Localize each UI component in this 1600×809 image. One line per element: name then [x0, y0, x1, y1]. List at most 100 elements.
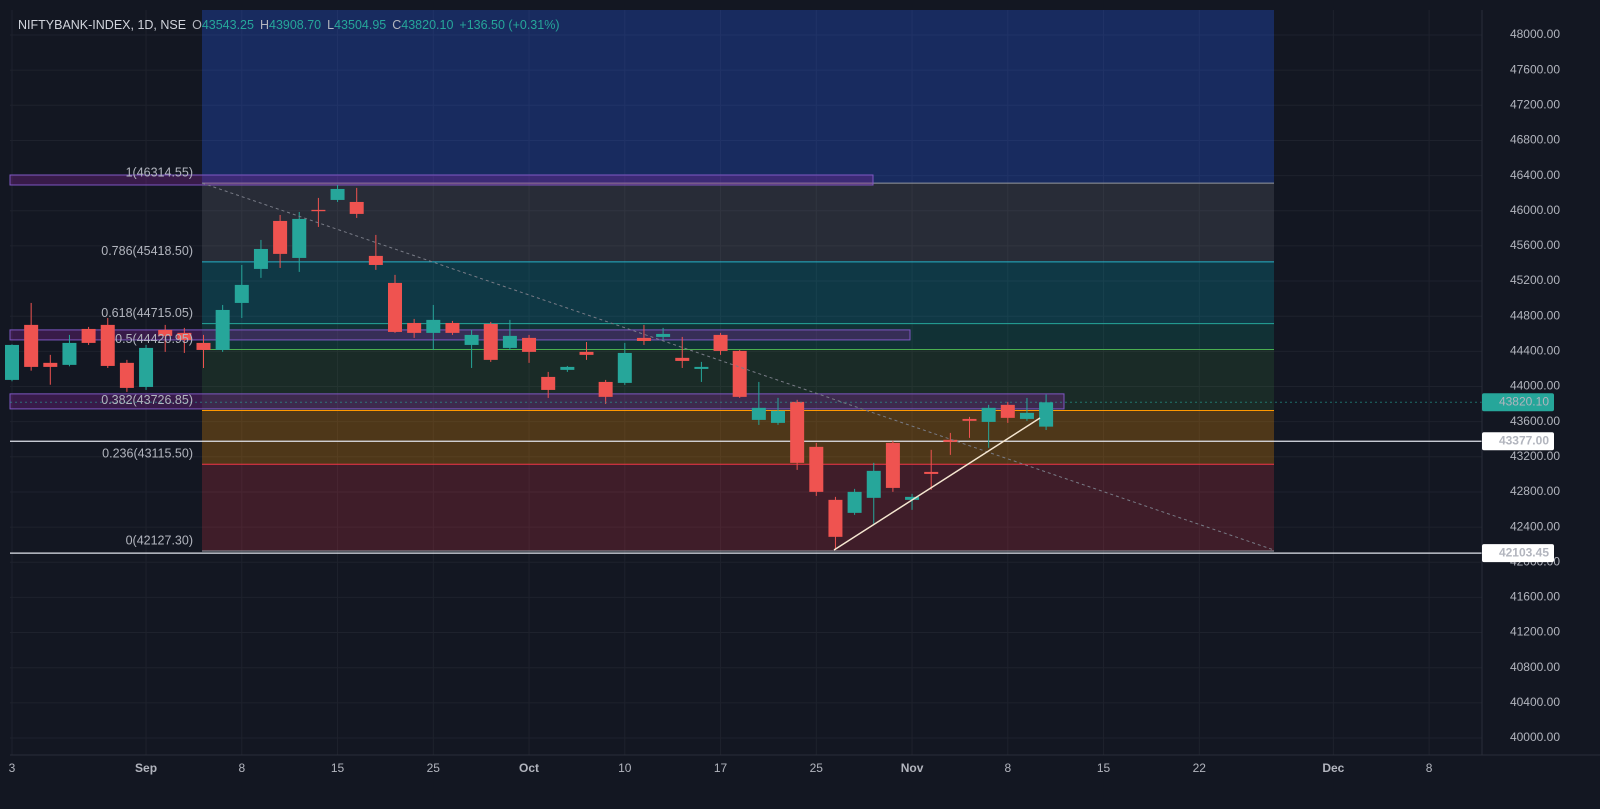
x-tick-label: Nov — [901, 761, 924, 775]
x-tick-label: 3 — [9, 761, 16, 775]
x-tick-label: 8 — [1004, 761, 1011, 775]
legend-key: O — [192, 18, 202, 32]
candle-body — [885, 442, 900, 488]
candle-body — [962, 418, 977, 421]
candle-body — [62, 342, 77, 365]
candle-body — [943, 439, 958, 442]
candle-body — [617, 352, 632, 383]
candle-body — [847, 491, 862, 513]
candle-body — [598, 381, 613, 397]
zone-box — [9, 174, 874, 186]
candle-body — [828, 499, 843, 537]
price-label: 42103.45 — [1499, 545, 1549, 559]
candle-body — [1039, 402, 1054, 427]
fib-label: 0.786(45418.50) — [101, 244, 193, 258]
y-tick-label: 47600.00 — [1510, 62, 1560, 76]
candle-body — [751, 407, 766, 420]
y-tick-label: 45200.00 — [1510, 273, 1560, 287]
candle-body — [100, 324, 115, 366]
y-tick-label: 40800.00 — [1510, 660, 1560, 674]
candle-body — [560, 366, 575, 370]
y-tick-label: 46000.00 — [1510, 203, 1560, 217]
fib-label: 1(46314.55) — [126, 165, 193, 179]
candle-body — [502, 335, 517, 348]
y-tick-label: 46400.00 — [1510, 168, 1560, 182]
candle-body — [349, 201, 364, 214]
candle-body — [119, 362, 134, 388]
x-tick-label: 25 — [810, 761, 824, 775]
fib-label: 0(42127.30) — [126, 533, 193, 547]
candle-body — [43, 362, 58, 367]
candle-body — [1000, 404, 1015, 418]
candle-body — [675, 357, 690, 361]
fib-label: 0.618(44715.05) — [101, 306, 193, 320]
y-tick-label: 44400.00 — [1510, 344, 1560, 358]
x-tick-label: 17 — [714, 761, 728, 775]
x-tick-label: Dec — [1322, 761, 1344, 775]
price-label-box — [1482, 432, 1554, 451]
x-tick-label: 15 — [1097, 761, 1111, 775]
y-tick-label: 43200.00 — [1510, 449, 1560, 463]
trend-line — [201, 182, 1275, 551]
price-label: 43820.10 — [1499, 394, 1549, 408]
price-label: 43377.00 — [1499, 433, 1549, 447]
fib-label: 0.382(43726.85) — [101, 393, 193, 407]
candle-body — [981, 407, 996, 422]
candle-body — [292, 218, 307, 258]
y-tick-label: 44800.00 — [1510, 308, 1560, 322]
candle-body — [139, 347, 154, 387]
y-tick-label: 44000.00 — [1510, 379, 1560, 393]
zone-box — [9, 329, 911, 341]
y-tick-label: 46800.00 — [1510, 133, 1560, 147]
symbol: NIFTYBANK-INDEX, 1D, NSE — [18, 18, 187, 32]
candle-body — [234, 284, 249, 303]
candle-body — [636, 337, 651, 341]
fib-zone — [202, 323, 1274, 350]
support-line — [833, 417, 1041, 551]
legend-key: H — [259, 18, 269, 32]
y-tick-label: 42400.00 — [1510, 519, 1560, 533]
candle-body — [273, 220, 288, 254]
y-tick-label: 47200.00 — [1510, 97, 1560, 111]
legend: NIFTYBANK-INDEX, 1D, NSE O43543.25 H43908.… — [18, 18, 559, 32]
candle-body — [656, 333, 671, 337]
candle-body — [253, 248, 268, 269]
y-tick-label: 48000.00 — [1510, 27, 1560, 41]
candle-body — [483, 323, 498, 360]
candle-body — [809, 446, 824, 492]
candle-body — [426, 319, 441, 333]
x-tick-label: 8 — [238, 761, 245, 775]
candle-body — [215, 309, 230, 350]
candle-body — [330, 188, 345, 200]
legend-value: 43543.25 — [201, 18, 254, 32]
price-label-box — [1482, 544, 1554, 563]
candle-body — [522, 337, 537, 352]
y-tick-label: 40400.00 — [1510, 695, 1560, 709]
x-tick-label: Sep — [135, 761, 157, 775]
fib-zone — [202, 464, 1274, 552]
candle-body — [579, 351, 594, 355]
candle-body — [388, 282, 402, 332]
candle-body — [368, 255, 383, 265]
x-tick-label: 22 — [1193, 761, 1207, 775]
y-tick-label: 42800.00 — [1510, 484, 1560, 498]
x-tick-label: 8 — [1426, 761, 1433, 775]
candle-body — [541, 376, 556, 390]
legend-value: 43504.95 — [334, 18, 387, 32]
fib-zone — [202, 410, 1274, 465]
candle-body — [5, 344, 19, 380]
candle-body — [790, 401, 805, 463]
y-tick-label: 41200.00 — [1510, 625, 1560, 639]
legend-key: C — [392, 18, 402, 32]
y-tick-label: 40000.00 — [1510, 730, 1560, 744]
candle-body — [407, 322, 422, 333]
candle-body — [445, 322, 460, 333]
fib-label: 0.5(44420.95) — [115, 332, 193, 346]
candle-body — [713, 334, 728, 351]
candle-body — [771, 410, 785, 423]
fib-zone — [202, 10, 1274, 184]
x-tick-label: 10 — [618, 761, 632, 775]
y-tick-label: 45600.00 — [1510, 238, 1560, 252]
